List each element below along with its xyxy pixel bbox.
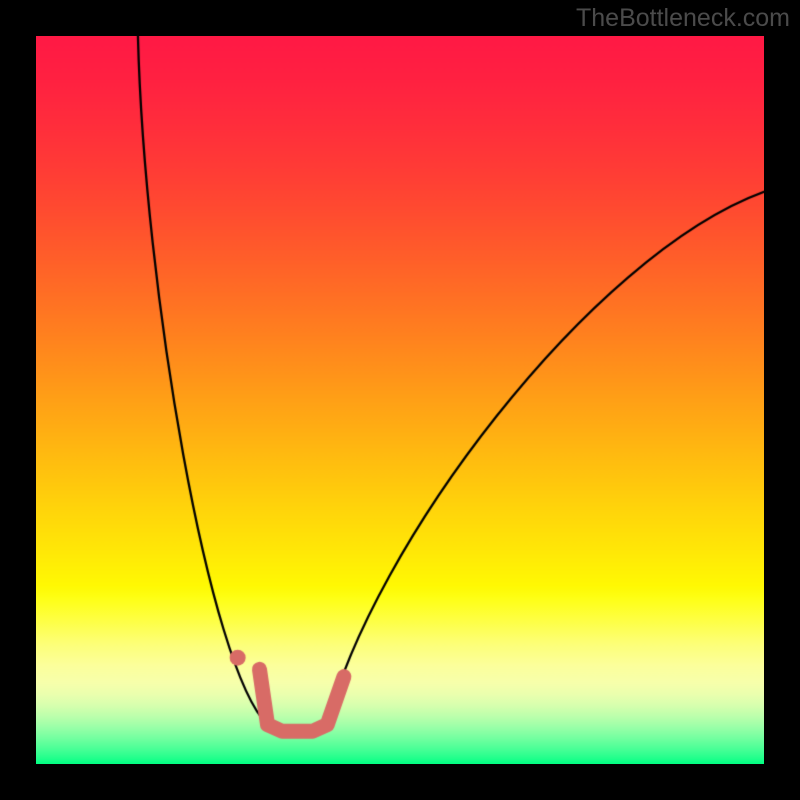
plot-area: [36, 36, 764, 764]
watermark-text: TheBottleneck.com: [576, 4, 790, 33]
bottleneck-curve: [36, 36, 764, 764]
chart-frame: TheBottleneck.com: [0, 0, 800, 800]
